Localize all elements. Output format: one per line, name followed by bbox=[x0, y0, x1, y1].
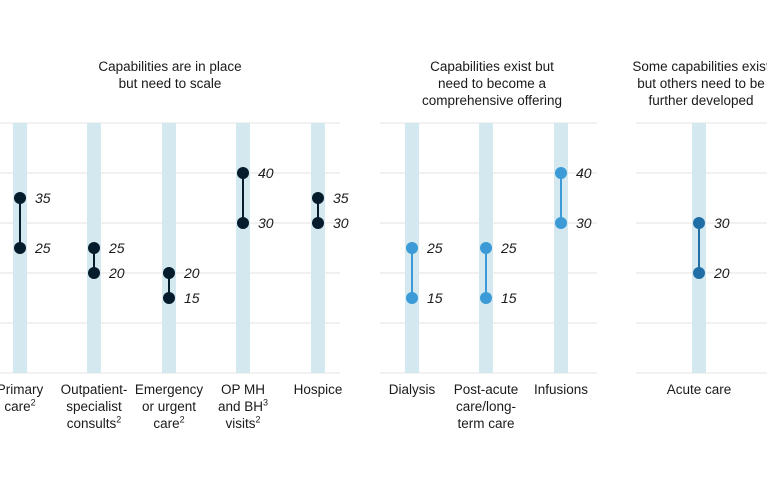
low-value-label: 15 bbox=[184, 290, 200, 306]
low-value-label: 30 bbox=[258, 215, 274, 231]
low-point bbox=[88, 267, 100, 279]
high-point bbox=[88, 242, 100, 254]
category-label: Emergency or urgent care2 bbox=[134, 382, 204, 431]
high-value-label: 25 bbox=[108, 240, 125, 256]
range-band bbox=[311, 123, 325, 373]
category-label: Acute care bbox=[666, 382, 732, 397]
high-point bbox=[237, 167, 249, 179]
category-label: Dialysis bbox=[388, 382, 436, 397]
high-value-label: 35 bbox=[35, 190, 51, 206]
low-value-label: 15 bbox=[501, 290, 517, 306]
range-band bbox=[236, 123, 250, 373]
low-point bbox=[480, 292, 492, 304]
low-point bbox=[406, 292, 418, 304]
panel-title: Capabilities are in place but need to sc… bbox=[98, 59, 242, 91]
high-point bbox=[312, 192, 324, 204]
low-value-label: 20 bbox=[108, 265, 125, 281]
high-value-label: 35 bbox=[333, 190, 349, 206]
high-value-label: 25 bbox=[500, 240, 517, 256]
low-point bbox=[312, 217, 324, 229]
high-point bbox=[480, 242, 492, 254]
range-band bbox=[162, 123, 176, 373]
high-value-label: 40 bbox=[258, 165, 274, 181]
range-band bbox=[554, 123, 568, 373]
category-label: Outpatient-specialist consults2 bbox=[60, 382, 128, 431]
high-point bbox=[693, 217, 705, 229]
panel-title: Capabilities exist but need to become a … bbox=[421, 59, 563, 108]
category-label: Infusions bbox=[533, 382, 589, 397]
panel-title: Some capabilities exist but others need … bbox=[632, 59, 767, 108]
high-point bbox=[163, 267, 175, 279]
low-value-label: 15 bbox=[427, 290, 443, 306]
low-value-label: 20 bbox=[713, 265, 730, 281]
low-point bbox=[555, 217, 567, 229]
low-point bbox=[237, 217, 249, 229]
category-label: Primary care2 bbox=[0, 382, 44, 414]
high-value-label: 40 bbox=[576, 165, 592, 181]
high-value-label: 30 bbox=[714, 215, 730, 231]
low-value-label: 30 bbox=[333, 215, 349, 231]
high-point bbox=[14, 192, 26, 204]
high-point bbox=[406, 242, 418, 254]
category-label: OP MH and BH3 visits2 bbox=[217, 382, 269, 431]
low-point bbox=[163, 292, 175, 304]
low-value-label: 30 bbox=[576, 215, 592, 231]
low-point bbox=[14, 242, 26, 254]
low-value-label: 25 bbox=[34, 240, 51, 256]
category-label: Post-acute care/long-term care bbox=[453, 382, 519, 431]
low-point bbox=[693, 267, 705, 279]
high-value-label: 20 bbox=[183, 265, 200, 281]
category-label: Hospice bbox=[293, 382, 343, 397]
high-value-label: 25 bbox=[426, 240, 443, 256]
high-point bbox=[555, 167, 567, 179]
